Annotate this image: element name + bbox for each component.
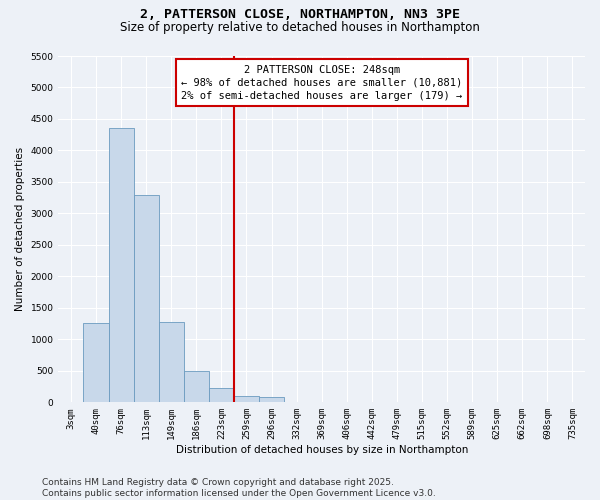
Bar bbox=[109, 128, 134, 402]
Text: 2, PATTERSON CLOSE, NORTHAMPTON, NN3 3PE: 2, PATTERSON CLOSE, NORTHAMPTON, NN3 3PE bbox=[140, 8, 460, 20]
Bar bbox=[83, 324, 109, 402]
Bar bbox=[134, 194, 159, 402]
Text: Size of property relative to detached houses in Northampton: Size of property relative to detached ho… bbox=[120, 21, 480, 34]
Bar bbox=[234, 396, 259, 402]
X-axis label: Distribution of detached houses by size in Northampton: Distribution of detached houses by size … bbox=[176, 445, 468, 455]
Bar bbox=[159, 322, 184, 402]
Y-axis label: Number of detached properties: Number of detached properties bbox=[15, 147, 25, 311]
Bar bbox=[259, 398, 284, 402]
Bar bbox=[184, 371, 209, 402]
Text: 2 PATTERSON CLOSE: 248sqm
← 98% of detached houses are smaller (10,881)
2% of se: 2 PATTERSON CLOSE: 248sqm ← 98% of detac… bbox=[181, 64, 463, 101]
Text: Contains HM Land Registry data © Crown copyright and database right 2025.
Contai: Contains HM Land Registry data © Crown c… bbox=[42, 478, 436, 498]
Bar bbox=[209, 388, 234, 402]
